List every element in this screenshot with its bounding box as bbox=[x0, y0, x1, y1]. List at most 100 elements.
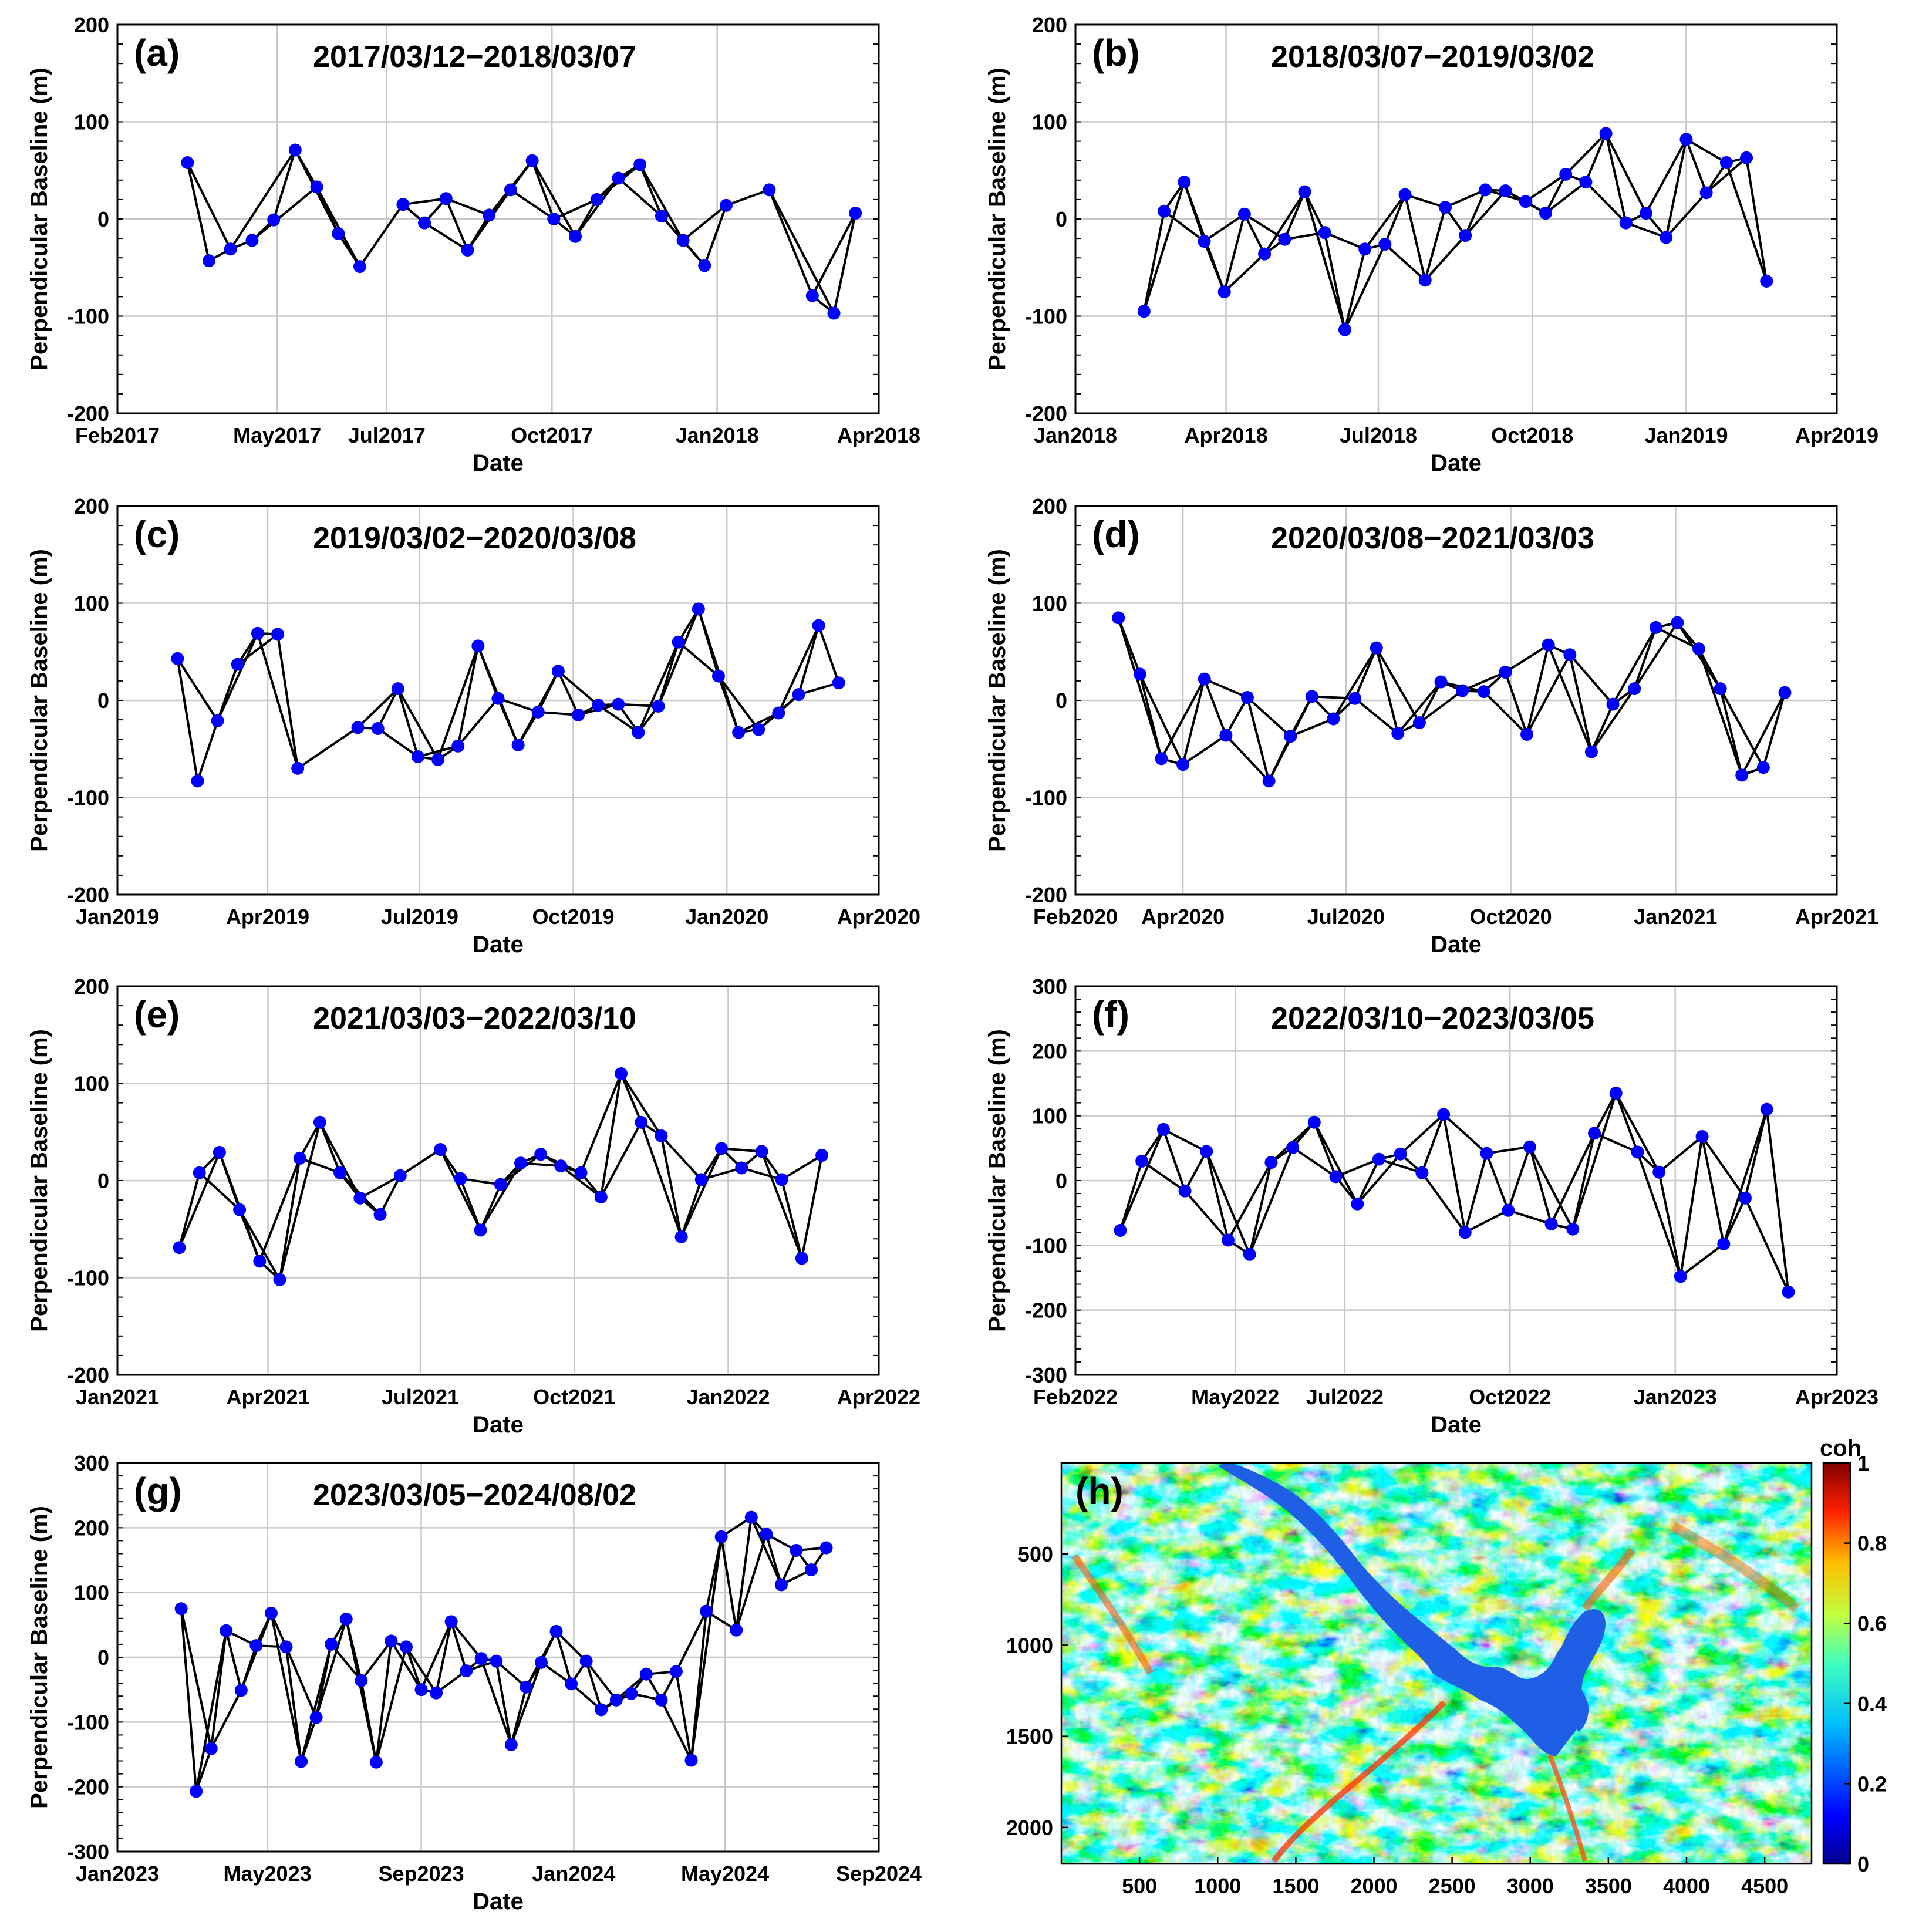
y-tick-label: -200 bbox=[1025, 402, 1067, 426]
y-axis-label: Perpendicular Baseline (m) bbox=[26, 1029, 52, 1332]
baseline-pair-edge bbox=[278, 1158, 301, 1280]
x-tick-label: Jan2019 bbox=[1644, 423, 1728, 447]
acquisition-point bbox=[399, 1640, 413, 1654]
y-tick-label: 200 bbox=[74, 494, 109, 518]
baseline-pair-edge bbox=[1163, 210, 1205, 242]
y-tick-label: 100 bbox=[1032, 110, 1067, 134]
baseline-pair-edge bbox=[397, 688, 439, 760]
y-tick-label: 0 bbox=[97, 207, 109, 231]
baseline-pair-edge bbox=[417, 744, 458, 758]
baseline-pair-edge bbox=[553, 198, 598, 220]
acquisition-point bbox=[313, 1115, 326, 1129]
y-tick-label: -200 bbox=[67, 402, 109, 426]
baseline-pair-edge bbox=[817, 625, 840, 683]
acquisition-point bbox=[253, 1255, 267, 1268]
y-tick-label: 0 bbox=[97, 689, 109, 713]
baseline-pair-edge bbox=[1685, 139, 1708, 194]
baseline-pair-edge bbox=[1547, 644, 1593, 753]
acquisition-point bbox=[1674, 1270, 1687, 1283]
baseline-pair-edge bbox=[1384, 243, 1426, 281]
acquisition-point bbox=[355, 1674, 368, 1687]
acquisition-point bbox=[719, 198, 733, 212]
acquisition-point bbox=[353, 260, 366, 274]
baseline-pair-edge bbox=[278, 1122, 321, 1280]
acquisition-point bbox=[594, 1191, 608, 1204]
acquisition-point bbox=[1756, 761, 1770, 774]
acquisition-point bbox=[288, 143, 302, 157]
acquisition-point bbox=[569, 230, 582, 243]
baseline-pair-edge bbox=[1525, 173, 1567, 203]
baseline-pair-edge bbox=[1424, 234, 1466, 281]
acquisition-point bbox=[1544, 1217, 1558, 1230]
baseline-pair-edge bbox=[210, 1630, 228, 1749]
colorbar-tick-label: 0.4 bbox=[1857, 1692, 1887, 1716]
acquisition-point bbox=[1178, 176, 1191, 189]
h-y-tick-label: 1000 bbox=[1006, 1633, 1053, 1657]
baseline-pair-edge bbox=[1397, 681, 1442, 734]
acquisition-point bbox=[414, 1683, 428, 1697]
acquisition-point bbox=[730, 1623, 743, 1637]
acquisition-point bbox=[504, 183, 517, 197]
baseline-pair-edge bbox=[379, 1175, 402, 1215]
y-tick-label: 0 bbox=[97, 1169, 109, 1193]
acquisition-point bbox=[1499, 666, 1512, 679]
acquisition-point bbox=[772, 706, 785, 720]
panel-title: 2018/03/07−2019/03/02 bbox=[1271, 40, 1594, 74]
baseline-pair-edge bbox=[285, 1646, 318, 1718]
baseline-pair-edge bbox=[1203, 213, 1246, 242]
baseline-pair-edge bbox=[811, 213, 857, 296]
baseline-pair-edge bbox=[405, 1646, 437, 1694]
acquisition-point bbox=[1391, 727, 1405, 740]
panel-g: -300 -200 -100 0 100 200 300 Jan2023 May2023 Sep2… bbox=[26, 1451, 922, 1914]
baseline-pair-edge bbox=[1138, 673, 1163, 759]
x-tick-label: Jan2020 bbox=[685, 905, 768, 929]
y-tick-label: 0 bbox=[1055, 1169, 1067, 1193]
baseline-pair-edge bbox=[1354, 647, 1378, 699]
panel-title: 2019/03/02−2020/03/08 bbox=[313, 521, 636, 555]
baseline-pair-edge bbox=[640, 1122, 683, 1238]
acquisition-point bbox=[625, 1687, 638, 1700]
baseline-pair-edge bbox=[735, 1533, 768, 1631]
baseline-pair-edge bbox=[258, 1158, 301, 1262]
acquisition-point bbox=[271, 628, 285, 641]
baseline-pair-edge bbox=[390, 1640, 423, 1691]
baseline-pair-edge bbox=[1569, 654, 1593, 753]
acquisition-point bbox=[752, 723, 765, 736]
x-tick-label: May2023 bbox=[224, 1862, 312, 1886]
baseline-pair-edge bbox=[1569, 653, 1614, 705]
acquisition-point bbox=[655, 1693, 668, 1707]
acquisition-point bbox=[511, 739, 525, 752]
acquisition-point bbox=[451, 739, 465, 753]
baseline-pair-edge bbox=[1418, 689, 1463, 724]
baseline-pair-edge bbox=[1142, 181, 1186, 312]
baseline-pair-edge bbox=[1701, 1135, 1746, 1199]
baseline-pair-edge bbox=[705, 1536, 723, 1612]
y-tick-label: -200 bbox=[1025, 883, 1067, 907]
colorbar-tick-label: 0 bbox=[1857, 1852, 1869, 1876]
acquisition-point bbox=[1437, 1108, 1451, 1121]
acquisition-point bbox=[612, 171, 625, 185]
acquisition-point bbox=[233, 1203, 247, 1216]
acquisition-point bbox=[1649, 621, 1662, 634]
acquisition-point bbox=[1133, 667, 1146, 681]
baseline-pair-edge bbox=[1399, 1113, 1445, 1155]
baseline-pair-edge bbox=[1584, 181, 1627, 224]
high-coherence-ridge-5 bbox=[1670, 1522, 1800, 1613]
baseline-pair-edge bbox=[1483, 690, 1528, 736]
baseline-pair-edge bbox=[682, 204, 727, 241]
panel-b: -200 -100 0 100 200 Jan2018 Apr2018 Jul2018 Oct2… bbox=[984, 13, 1878, 476]
baseline-pair-edge bbox=[538, 710, 579, 716]
baseline-pair-edge bbox=[557, 670, 579, 716]
baseline-pair-edge bbox=[1625, 221, 1667, 239]
baseline-pair-edge bbox=[435, 1621, 453, 1694]
y-axis-label: Perpendicular Baseline (m) bbox=[984, 1029, 1010, 1332]
baseline-pair-edge bbox=[1698, 648, 1722, 690]
acquisition-point bbox=[684, 1754, 698, 1767]
acquisition-point bbox=[549, 1624, 563, 1638]
y-tick-label: -100 bbox=[1025, 786, 1067, 810]
baseline-pair-edge bbox=[1160, 678, 1206, 760]
acquisition-point bbox=[1278, 232, 1291, 246]
baseline-pair-edge bbox=[225, 1630, 242, 1691]
baseline-pair-edge bbox=[1119, 1161, 1144, 1231]
acquisition-point bbox=[1284, 730, 1297, 743]
